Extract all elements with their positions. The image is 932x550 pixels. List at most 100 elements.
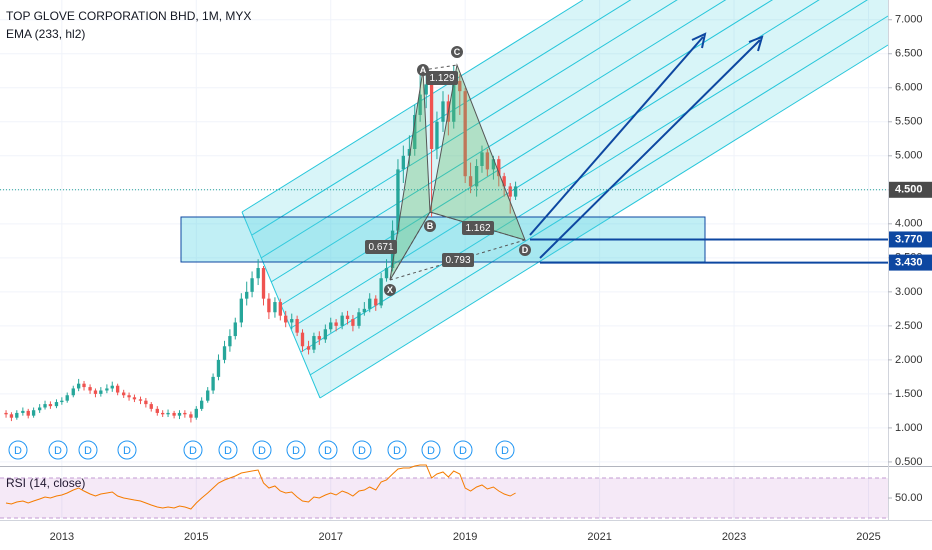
candle-body — [452, 80, 456, 122]
dividend-label: D — [224, 445, 232, 457]
y-tick-label: 0.500 — [895, 456, 923, 468]
dividend-label: D — [292, 445, 300, 457]
y-tick-label: 5.500 — [895, 116, 923, 128]
grid — [0, 0, 888, 520]
candle-body — [502, 176, 506, 187]
candle-body — [110, 385, 114, 389]
candle-body — [177, 412, 182, 416]
dividend-label: D — [14, 445, 22, 457]
candle-body — [424, 84, 428, 95]
candle-body — [323, 329, 328, 340]
rsi-line — [5, 464, 516, 510]
pattern-point-label: B — [427, 221, 434, 231]
candle-body — [463, 91, 467, 177]
candle-body — [216, 359, 221, 377]
dividend-marker — [318, 440, 338, 460]
dividend-label: D — [84, 445, 92, 457]
pattern-point-label: X — [387, 285, 393, 295]
indicator-label: EMA (233, hl2) — [6, 27, 85, 41]
candle-body — [161, 412, 165, 415]
pattern-point-label: C — [454, 47, 461, 57]
pattern-point-marker — [384, 284, 396, 296]
candle-body — [21, 410, 25, 413]
dividend-marker — [387, 440, 407, 460]
candle-body — [429, 84, 434, 149]
dividend-marker — [252, 440, 272, 460]
candle-body — [374, 298, 378, 306]
pattern-point-marker — [519, 244, 531, 256]
candle-body — [351, 319, 355, 326]
candle-body — [329, 322, 333, 330]
y-tick-label: 6.500 — [895, 48, 923, 60]
dividend-marker — [495, 440, 515, 460]
candle-body — [368, 298, 372, 309]
candle-body — [300, 332, 305, 347]
candle-body — [54, 402, 59, 407]
candle-body — [211, 376, 215, 391]
candle-body — [284, 315, 288, 323]
arrows — [529, 32, 764, 259]
candle-body — [37, 407, 42, 411]
candle-body — [194, 408, 198, 418]
candle-body — [317, 336, 321, 340]
ratio-badge — [426, 71, 458, 85]
candle-body — [267, 298, 271, 313]
candle-body — [155, 408, 159, 413]
ratio-badge — [365, 240, 397, 254]
candle-body — [105, 388, 109, 391]
candle-body — [132, 397, 137, 400]
candle-body — [497, 159, 501, 177]
candle-body — [245, 291, 249, 299]
ratio-badge — [462, 221, 494, 235]
dividend-label: D — [427, 445, 435, 457]
candle-body — [222, 346, 227, 360]
candle-body — [441, 101, 445, 122]
candle-body — [312, 336, 316, 350]
x-tick-label: 2021 — [587, 531, 611, 543]
candle-body — [396, 169, 400, 231]
x-tick-label: 2017 — [318, 531, 342, 543]
candle-body — [458, 80, 462, 92]
x-tick-label: 2015 — [184, 531, 208, 543]
candle-body — [513, 186, 518, 197]
y-tick-label: 2.500 — [895, 320, 923, 332]
candle-body — [65, 395, 69, 401]
ratio-label: 1.162 — [465, 223, 490, 234]
candle-body — [172, 412, 176, 416]
y-tick-label: 1.500 — [895, 388, 923, 400]
y-tick-label: 1.000 — [895, 422, 923, 434]
candle-body — [379, 278, 383, 306]
dividend-marker — [453, 440, 473, 460]
candle-body — [413, 114, 417, 149]
candle-body — [357, 312, 361, 326]
candle-body — [76, 383, 81, 389]
candle-body — [306, 346, 311, 350]
candle-body — [401, 155, 405, 170]
candle-body — [149, 404, 153, 409]
candle-body — [189, 414, 193, 418]
candle-body — [166, 412, 170, 415]
dividend-label: D — [258, 445, 266, 457]
candle-body — [491, 159, 496, 170]
candle-body — [99, 390, 103, 394]
rsi-label: RSI (14, close) — [6, 476, 85, 490]
candle-body — [256, 268, 260, 279]
dividend-label: D — [54, 445, 62, 457]
x-tick-label: 2019 — [453, 531, 477, 543]
candle-body — [273, 302, 277, 313]
last-price-badge — [889, 181, 932, 198]
candle-body — [228, 336, 232, 347]
candle-body — [93, 390, 98, 394]
dividend-marker — [48, 440, 68, 460]
dividend-marker — [117, 440, 137, 460]
rsi-tick-label: 50.00 — [895, 492, 923, 504]
level-badge — [889, 254, 932, 271]
candles — [4, 65, 518, 423]
x-tick-label: 2023 — [722, 531, 746, 543]
pattern-point-marker — [424, 220, 436, 232]
dividend-label: D — [123, 445, 131, 457]
candle-body — [127, 395, 131, 398]
candle-body — [418, 94, 422, 115]
